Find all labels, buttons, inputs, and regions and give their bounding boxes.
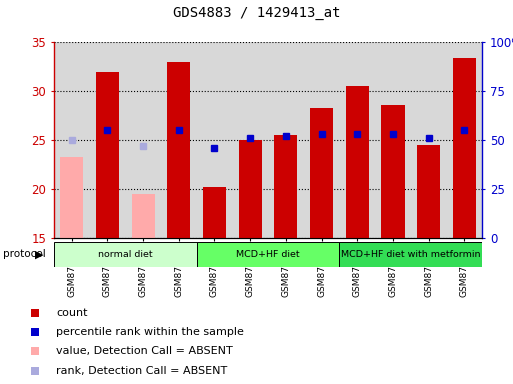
Text: value, Detection Call = ABSENT: value, Detection Call = ABSENT [56,346,233,356]
Text: protocol: protocol [3,249,45,260]
Bar [453,58,476,238]
Bar [125,42,161,238]
Bar [60,157,83,238]
Bar [340,242,482,267]
Bar [340,42,375,238]
Bar [310,108,333,238]
Text: MCD+HF diet with metformin: MCD+HF diet with metformin [341,250,481,259]
Text: count: count [56,308,88,318]
Text: rank, Detection Call = ABSENT: rank, Detection Call = ABSENT [56,366,227,376]
Bar [232,42,268,238]
Bar [96,71,119,238]
Bar [90,42,125,238]
Bar [203,187,226,238]
Bar [131,194,155,238]
Bar [417,145,440,238]
Bar [274,135,298,238]
Bar [161,42,196,238]
Text: percentile rank within the sample: percentile rank within the sample [56,327,244,337]
Bar [54,242,196,267]
Bar [196,242,340,267]
Bar [375,42,411,238]
Bar [346,86,369,238]
Bar [381,105,405,238]
Text: normal diet: normal diet [98,250,152,259]
Text: GDS4883 / 1429413_at: GDS4883 / 1429413_at [173,6,340,20]
Bar [268,42,304,238]
Text: MCD+HF diet: MCD+HF diet [236,250,300,259]
Bar [446,42,482,238]
Bar [239,140,262,238]
Bar [167,62,190,238]
Bar [196,42,232,238]
Bar [304,42,340,238]
Bar [411,42,446,238]
Bar [54,42,90,238]
Text: ▶: ▶ [35,249,44,260]
